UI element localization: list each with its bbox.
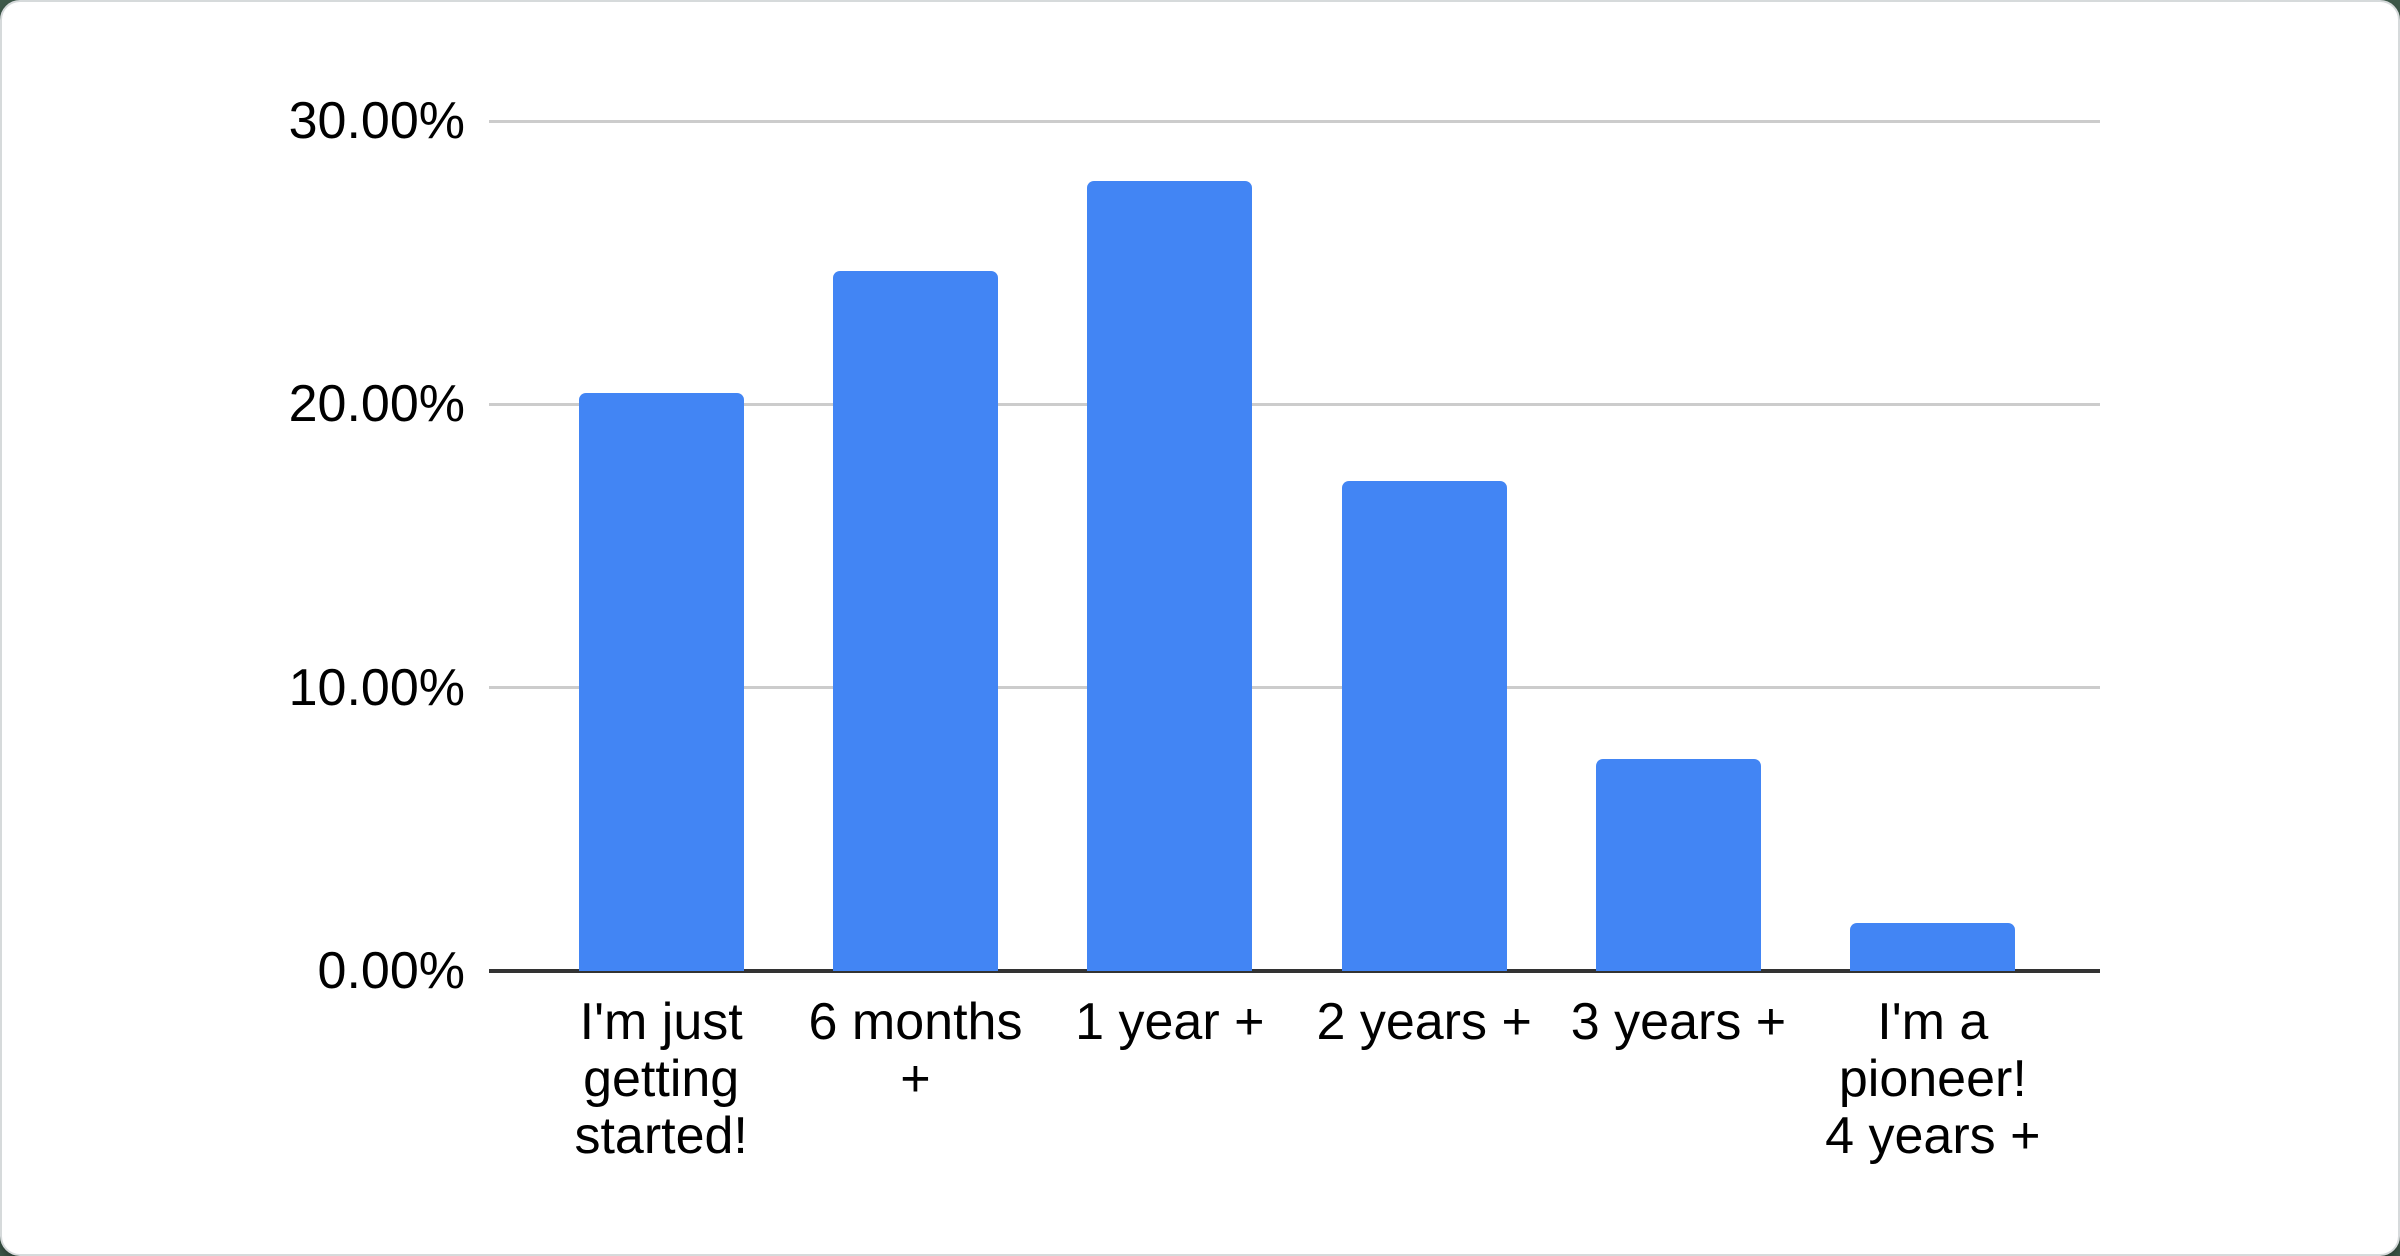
y-tick-label: 30.00%: [288, 92, 465, 150]
bar[interactable]: [1595, 758, 1761, 971]
gridline: [489, 119, 2100, 123]
gridline: [489, 402, 2100, 406]
y-tick-label: 20.00%: [288, 375, 465, 434]
bar-band: [534, 121, 788, 971]
bar-band: [1043, 121, 1297, 971]
bar[interactable]: [832, 271, 998, 971]
bar[interactable]: [1341, 480, 1507, 971]
bar-band: [788, 121, 1042, 971]
x-tick-label: I'm a pioneer! 4 years +: [1825, 993, 2041, 1165]
bar[interactable]: [578, 393, 744, 971]
x-axis-labels: I'm just getting started! 6 months + 1 yea…: [534, 994, 2060, 1165]
x-tick-label: 2 years +: [1316, 993, 1532, 1051]
bar-band: [1297, 121, 1551, 971]
x-tick-label: I'm just getting started!: [574, 993, 748, 1165]
bar[interactable]: [1850, 922, 2016, 971]
bar-band: [1806, 121, 2060, 971]
x-tick-label: 3 years +: [1570, 993, 1787, 1051]
x-tick-label: 6 months +: [808, 993, 1023, 1108]
x-axis-line: [489, 969, 2100, 973]
bars-area: [534, 121, 2060, 971]
gridline: [489, 686, 2100, 690]
bar[interactable]: [1087, 180, 1253, 971]
y-tick-label: 0.00%: [317, 942, 465, 1000]
bar-band: [1551, 121, 1805, 971]
x-tick-label: 1 year +: [1075, 993, 1265, 1051]
y-tick-label: 10.00%: [288, 658, 465, 717]
